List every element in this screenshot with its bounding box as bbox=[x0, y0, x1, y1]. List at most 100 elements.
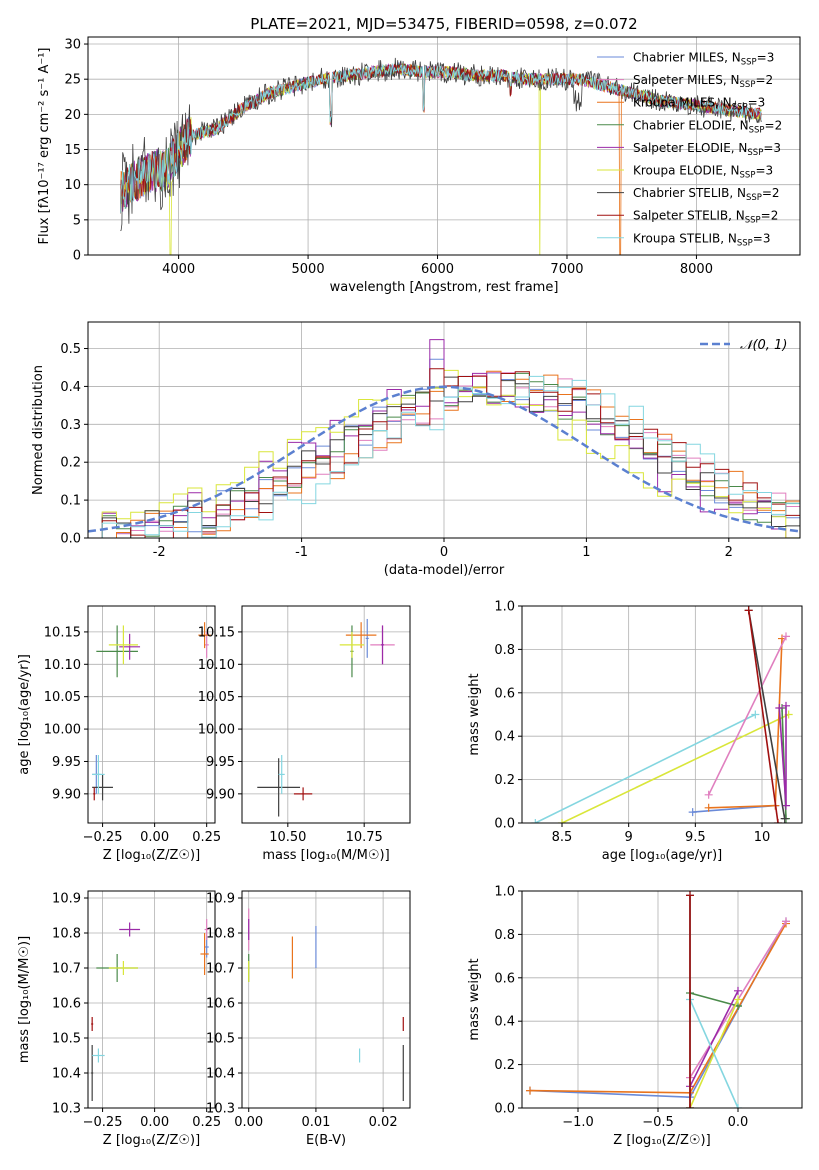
y-tick-label: 0.2 bbox=[494, 773, 515, 788]
legend-name: Salpeter STELIB, N bbox=[633, 209, 745, 223]
series-chabrier_stelib bbox=[747, 610, 786, 819]
y-tick-label: 10.05 bbox=[198, 690, 235, 705]
x-tick-label: -1 bbox=[295, 545, 308, 560]
y-tick-label: 0.2 bbox=[60, 456, 81, 471]
x-tick-label: 0.02 bbox=[369, 1115, 398, 1130]
legend-label-normal: 𝒩(0, 1) bbox=[740, 338, 787, 353]
marker-kroupa_elodie bbox=[558, 819, 566, 823]
legend-sub: SSP bbox=[741, 58, 757, 68]
x-axis-label: Z [log₁₀(Z/Z☉)] bbox=[103, 848, 200, 863]
point-kroupa_elodie bbox=[108, 625, 138, 665]
axes-frame bbox=[241, 605, 411, 824]
point-kroupa_elodie bbox=[339, 631, 365, 658]
y-tick-label: 1.0 bbox=[494, 600, 515, 615]
series-salpeter_elodie bbox=[689, 990, 739, 1087]
legend-label-salpeter_elodie: Salpeter ELODIE, NSSP=3 bbox=[633, 141, 781, 158]
y-tick-label: 9.95 bbox=[206, 755, 235, 770]
y-tick-label: 0.2 bbox=[494, 1058, 515, 1073]
x-tick-label: 5000 bbox=[292, 262, 325, 277]
x-tick-label: 0.25 bbox=[192, 830, 221, 845]
legend-sub: SSP bbox=[732, 103, 748, 113]
axes-weight_vs_age: 8.5 9 9.5 10 0.0 0.2 0.4 0.6 0.8 1.0 age [log₁₀(ag… bbox=[467, 600, 803, 863]
y-tick-label: 10.8 bbox=[52, 927, 81, 942]
y-axis-label: mass [log₁₀(M/M☉)] bbox=[17, 936, 32, 1063]
x-tick-label: 6000 bbox=[421, 262, 454, 277]
y-axis-label: Normed distribution bbox=[31, 365, 46, 495]
plot-area bbox=[92, 622, 211, 801]
x-tick-label: 0 bbox=[440, 545, 448, 560]
y-tick-label: 10.15 bbox=[44, 625, 81, 640]
series-chabrier_elodie bbox=[689, 992, 739, 1007]
marker-salpeter_miles bbox=[782, 632, 790, 641]
legend-val: =3 bbox=[748, 96, 766, 110]
y-tick-label: 9.90 bbox=[52, 787, 81, 802]
y-tick-label: 10.3 bbox=[52, 1102, 81, 1117]
legend-val: =3 bbox=[753, 231, 771, 245]
series-kroupa_elodie bbox=[561, 713, 790, 823]
marker-salpeter_stelib bbox=[744, 606, 753, 615]
x-tick-label: −0.5 bbox=[642, 1115, 674, 1130]
y-tick-label: 10.5 bbox=[206, 1032, 235, 1047]
legend-name: Chabrier ELODIE, N bbox=[633, 118, 749, 132]
y-tick-label: 10.7 bbox=[206, 962, 235, 977]
y-tick-label: 10.4 bbox=[206, 1067, 235, 1082]
y-tick-label: 10.6 bbox=[206, 997, 235, 1012]
legend-val: =3 bbox=[763, 141, 781, 155]
series-salpeter_miles bbox=[707, 636, 787, 796]
axes-frame bbox=[87, 321, 801, 539]
legend-val: =2 bbox=[761, 209, 779, 223]
point-kroupa_miles bbox=[345, 622, 377, 649]
series-kroupa_stelib bbox=[534, 713, 756, 823]
y-tick-label: 0.1 bbox=[60, 494, 81, 509]
point-salpeter_miles bbox=[204, 631, 209, 658]
marker-salpeter_stelib bbox=[686, 891, 694, 900]
legend-sub: SSP bbox=[745, 216, 761, 226]
grid bbox=[88, 891, 215, 1109]
y-tick-label: 10.15 bbox=[198, 625, 235, 640]
legend-label-kroupa_stelib: Kroupa STELIB, NSSP=3 bbox=[633, 231, 771, 248]
point-kroupa_miles bbox=[198, 622, 211, 649]
y-tick-label: 0.8 bbox=[494, 928, 515, 943]
x-tick-label: 2 bbox=[725, 545, 733, 560]
y-axis-label: age [log₁₀(age/yr)] bbox=[17, 654, 32, 775]
point-chabrier_elodie bbox=[96, 625, 138, 678]
legend-name: Chabrier MILES, N bbox=[633, 51, 741, 65]
marker-kroupa_stelib bbox=[751, 710, 760, 719]
axes-frame bbox=[87, 36, 801, 256]
y-tick-label: 0.4 bbox=[494, 1015, 515, 1030]
y-tick-label: 0.4 bbox=[494, 730, 515, 745]
marker-salpeter_stelib bbox=[686, 1104, 694, 1108]
axes-age_vs_mass: 10.50 10.75 9.90 9.95 10.00 10.05 10.10 10.15 ma… bbox=[198, 605, 411, 863]
grid bbox=[522, 605, 802, 824]
series-kroupa_stelib bbox=[689, 999, 739, 1108]
y-tick-label: 1.0 bbox=[494, 885, 515, 900]
point-kroupa_stelib bbox=[92, 754, 105, 794]
chart-title: PLATE=2021, MJD=53475, FIBERID=0598, z=0… bbox=[250, 15, 637, 33]
x-tick-label: 0.00 bbox=[234, 1115, 263, 1130]
y-tick-label: 0.0 bbox=[494, 1102, 515, 1117]
y-tick-label: 0.6 bbox=[494, 971, 515, 986]
y-axis-label: mass weight bbox=[467, 958, 482, 1040]
legend-name: Salpeter ELODIE, N bbox=[633, 141, 747, 155]
y-tick-label: 10.3 bbox=[206, 1102, 235, 1117]
legend-label-kroupa_elodie: Kroupa ELODIE, NSSP=3 bbox=[633, 164, 773, 181]
y-tick-label: 10.4 bbox=[52, 1067, 81, 1082]
legend-val: =2 bbox=[765, 118, 783, 132]
y-tick-label: 10 bbox=[64, 178, 81, 193]
y-tick-label: 0.3 bbox=[60, 418, 81, 433]
x-tick-label: 0.00 bbox=[140, 1115, 169, 1130]
point-chabrier_stelib bbox=[257, 758, 301, 817]
x-tick-label: 0.25 bbox=[192, 1115, 221, 1130]
y-tick-label: 0.0 bbox=[60, 532, 81, 547]
y-tick-label: 10.9 bbox=[52, 892, 81, 907]
x-tick-label: 1 bbox=[582, 545, 590, 560]
plot-area bbox=[120, 57, 762, 255]
marker-salpeter_miles bbox=[782, 917, 790, 926]
marker-salpeter_elodie bbox=[782, 801, 790, 810]
y-tick-label: 10.5 bbox=[52, 1032, 81, 1047]
point-salpeter_elodie bbox=[119, 922, 141, 937]
marker-salpeter_elodie bbox=[782, 701, 790, 710]
axes-frame bbox=[521, 605, 803, 824]
